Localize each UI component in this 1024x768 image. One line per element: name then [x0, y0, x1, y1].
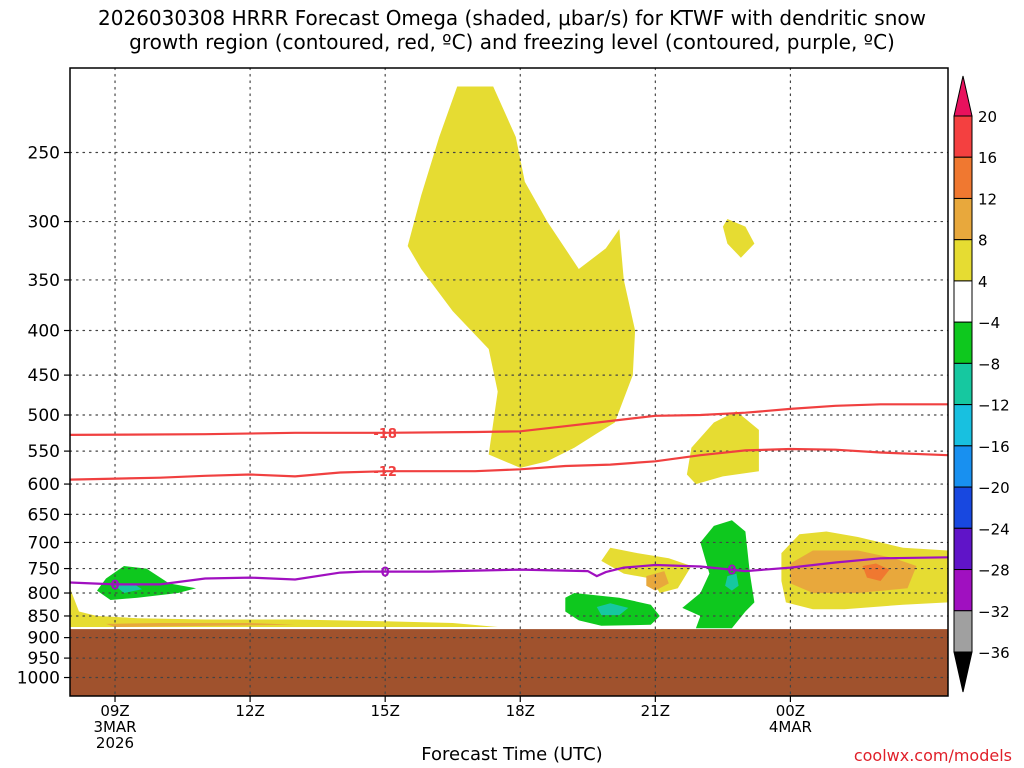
- contour-line-0: [69, 556, 949, 586]
- y-tick-label: 700: [28, 533, 60, 553]
- colorbar-label: −24: [978, 520, 1010, 538]
- colorbar-swatch: [953, 362, 973, 406]
- y-tick-label: 950: [28, 649, 60, 669]
- y-tick-label: 400: [28, 322, 60, 342]
- omega-region-5: [70, 588, 498, 627]
- colorbar-label: 12: [978, 190, 997, 208]
- colorbar-label: −32: [978, 603, 1010, 621]
- omega-region-8: [862, 563, 890, 581]
- contour-label: -18: [373, 427, 397, 442]
- omega-region-1: [722, 219, 755, 258]
- y-tick-label: 650: [28, 505, 60, 525]
- contour-label: 0: [727, 564, 736, 579]
- contour-line--12: [69, 447, 949, 481]
- terrain-layer: [70, 629, 948, 696]
- x-tick-label: 00Z: [776, 702, 805, 720]
- omega-region-14: [596, 603, 629, 616]
- x-tick-sublabel: 4MAR: [769, 718, 812, 736]
- omega-region-3: [601, 547, 692, 593]
- colorbar-swatch: [953, 610, 973, 653]
- y-tick-label: 900: [28, 629, 60, 649]
- colorbar-top-arrow: [953, 75, 973, 117]
- y-tick-label: 600: [28, 475, 60, 495]
- colorbar-swatch: [953, 569, 973, 612]
- x-tick-label: 12Z: [235, 702, 264, 720]
- colorbar-label: −36: [978, 644, 1010, 662]
- colorbar-swatch: [953, 197, 973, 241]
- y-tick-label: 500: [28, 406, 60, 426]
- y-tick-label: 550: [28, 442, 60, 462]
- plot-frame: [69, 67, 949, 697]
- y-tick-label: 350: [28, 271, 60, 291]
- colorbar-label: 8: [978, 232, 988, 250]
- x-tick-label: 09Z: [100, 702, 129, 720]
- contour-layer: -18 -12 0 0 0: [69, 403, 949, 593]
- colorbar-label: 16: [978, 149, 997, 167]
- contour-label: -12: [373, 465, 397, 480]
- title-line-1: 2026030308 HRRR Forecast Omega (shaded, …: [98, 6, 926, 30]
- colorbar-swatch: [953, 239, 973, 282]
- contour-line--18: [69, 403, 948, 436]
- x-tick-label: 18Z: [506, 702, 535, 720]
- colorbar-bottom-arrow: [953, 651, 973, 693]
- colorbar-label: −20: [978, 479, 1010, 497]
- axes-layer: 2503003504004505005506006507007508008509…: [17, 67, 949, 752]
- colorbar-label: −28: [978, 562, 1010, 580]
- colorbar-swatch: [953, 115, 973, 158]
- x-tick-sublabel: 3MAR: [93, 718, 136, 736]
- x-tick-label: 21Z: [641, 702, 670, 720]
- omega-region-7: [646, 571, 669, 591]
- colorbar-swatch: [953, 404, 973, 447]
- colorbar-label: −12: [978, 397, 1010, 415]
- terrain-fill: [70, 629, 948, 696]
- y-tick-label: 750: [28, 560, 60, 580]
- credit-link[interactable]: coolwx.com/models: [853, 746, 1012, 765]
- omega-region-13: [115, 583, 142, 593]
- y-tick-label: 450: [28, 366, 60, 386]
- omega-region-9: [106, 623, 296, 627]
- colorbar: 20 16 12 8 4 −4 −8 −12 −16 −20 −24 −28 −32 −36: [953, 75, 1010, 693]
- grid-layer: [69, 67, 949, 697]
- colorbar-swatch: [953, 527, 973, 571]
- y-tick-label: 850: [28, 607, 60, 627]
- colorbar-label: 4: [978, 273, 988, 291]
- y-tick-label: 800: [28, 584, 60, 604]
- omega-region-15: [725, 573, 739, 591]
- omega-shading-layer: [70, 86, 948, 629]
- colorbar-swatch: [953, 321, 973, 364]
- omega-region-6: [790, 550, 917, 593]
- colorbar-label: −8: [978, 355, 1000, 373]
- colorbar-swatch: [953, 445, 973, 488]
- colorbar-swatch: [953, 486, 973, 529]
- colorbar-swatch: [953, 280, 973, 323]
- title-line-2: growth region (contoured, red, ºC) and f…: [129, 30, 895, 54]
- y-tick-label: 300: [28, 213, 60, 233]
- y-tick-label: 250: [28, 144, 60, 164]
- omega-region-12: [682, 520, 755, 629]
- x-tick-sublabel: 2026: [96, 734, 134, 752]
- colorbar-label: −4: [978, 314, 1000, 332]
- y-tick-label: 1000: [17, 669, 60, 689]
- omega-region-2: [686, 411, 759, 485]
- contour-label: 0: [111, 578, 120, 593]
- contour-label: 0: [381, 566, 390, 581]
- chart-title: 2026030308 HRRR Forecast Omega (shaded, …: [0, 6, 1024, 54]
- colorbar-label: −16: [978, 438, 1010, 456]
- x-axis-title: Forecast Time (UTC): [421, 744, 603, 765]
- colorbar-label: 20: [978, 108, 997, 126]
- x-tick-label: 15Z: [370, 702, 399, 720]
- colorbar-swatch: [953, 156, 973, 199]
- omega-region-0: [407, 86, 636, 468]
- omega-region-10: [97, 566, 197, 600]
